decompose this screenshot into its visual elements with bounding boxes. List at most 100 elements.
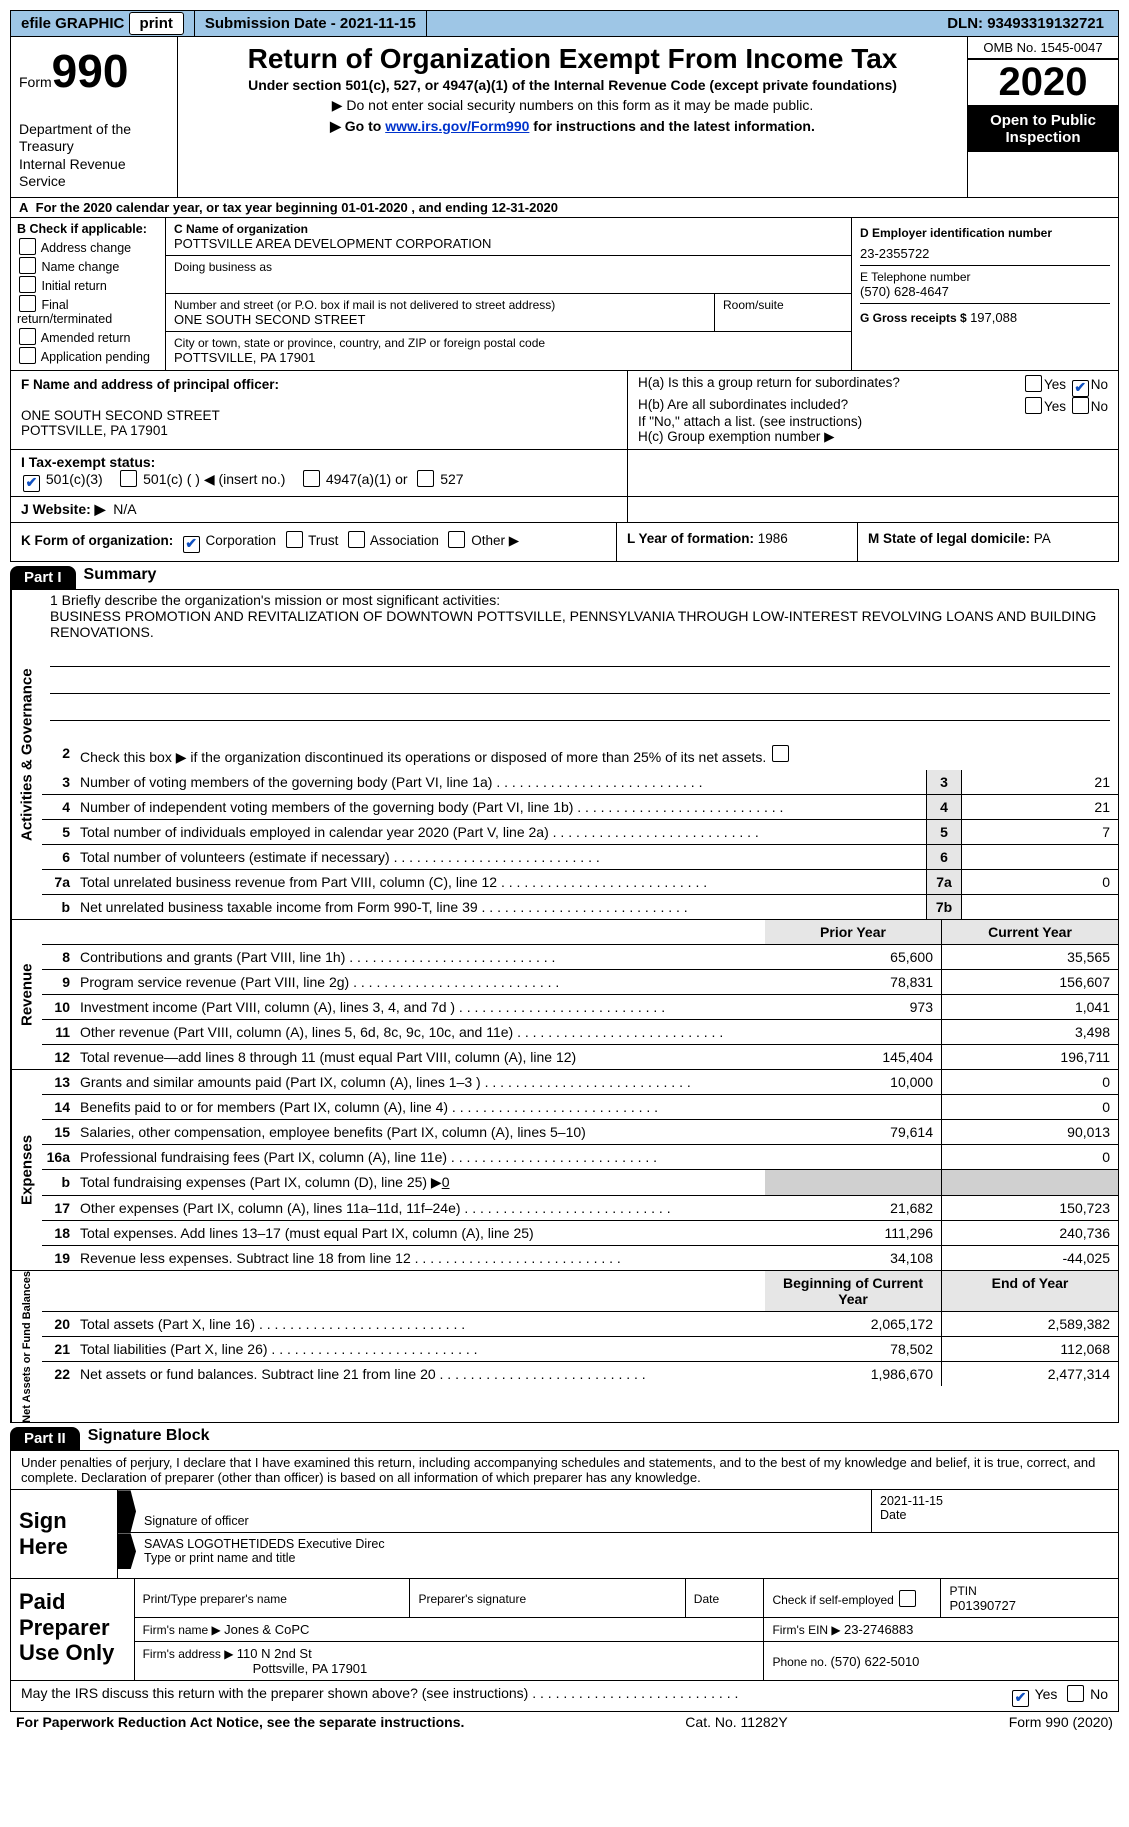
i-501c3[interactable] — [23, 475, 40, 492]
prep-sig-label: Preparer's signature — [418, 1592, 526, 1606]
hb-no[interactable] — [1072, 397, 1089, 414]
section-net-assets: Net Assets or Fund Balances Beginning of… — [10, 1271, 1119, 1424]
ptin-value: P01390727 — [949, 1598, 1016, 1613]
k-other[interactable] — [448, 531, 465, 548]
check-application-pending[interactable]: Application pending — [17, 347, 159, 364]
k-assoc[interactable] — [348, 531, 365, 548]
section-expenses: Expenses 13Grants and similar amounts pa… — [10, 1070, 1119, 1271]
check-final-return[interactable]: Final return/terminated — [17, 295, 159, 326]
section-governance: Activities & Governance 1 Briefly descri… — [10, 589, 1119, 920]
submission-date: Submission Date - 2021-11-15 — [195, 11, 427, 36]
part-2-header: Part IISignature Block — [10, 1427, 1119, 1450]
irs-label: Internal Revenue Service — [19, 156, 169, 191]
efile-label: efile GRAPHIC print — [11, 11, 195, 36]
sig-officer-label: Signature of officer — [144, 1514, 249, 1528]
line-16a: Professional fundraising fees (Part IX, … — [76, 1145, 765, 1169]
val-3: 21 — [962, 770, 1118, 794]
form-ref: Form 990 (2020) — [1009, 1714, 1113, 1730]
e-phone-label: E Telephone number — [860, 270, 1110, 284]
sig-date-label: Date — [880, 1508, 906, 1522]
vlabel-net-assets: Net Assets or Fund Balances — [11, 1271, 42, 1423]
c-name-label: C Name of organization — [174, 222, 843, 236]
i-527[interactable] — [417, 470, 434, 487]
may-no[interactable] — [1067, 1685, 1084, 1702]
line-7a: Total unrelated business revenue from Pa… — [76, 870, 926, 894]
check-initial-return[interactable]: Initial return — [17, 276, 159, 293]
state-domicile: PA — [1034, 531, 1051, 546]
h-b-label: H(b) Are all subordinates included? — [638, 397, 848, 414]
check-address-change[interactable]: Address change — [17, 238, 159, 255]
may-yes[interactable] — [1012, 1690, 1029, 1707]
line-17: Other expenses (Part IX, column (A), lin… — [76, 1196, 765, 1220]
i-501c[interactable] — [120, 470, 137, 487]
line-16b: Total fundraising expenses (Part IX, col… — [76, 1170, 765, 1195]
k-corp[interactable] — [183, 536, 200, 553]
omb-number: OMB No. 1545-0047 — [968, 37, 1118, 59]
d-ein-label: D Employer identification number — [860, 226, 1110, 240]
ha-no[interactable] — [1072, 380, 1089, 397]
line-7b: Net unrelated business taxable income fr… — [76, 895, 926, 919]
line-2: Check this box ▶ if the organization dis… — [76, 741, 1118, 770]
check-name-change[interactable]: Name change — [17, 257, 159, 274]
line-13: Grants and similar amounts paid (Part IX… — [76, 1070, 765, 1094]
firm-ein: 23-2746883 — [844, 1622, 913, 1637]
f-label: F Name and address of principal officer: — [21, 377, 617, 392]
sign-here-label: Sign Here — [11, 1490, 118, 1578]
row-i-tax-exempt: I Tax-exempt status: 501(c)(3) 501(c) ( … — [10, 450, 1119, 497]
paid-preparer-label: Paid Preparer Use Only — [11, 1579, 135, 1680]
irs-link[interactable]: www.irs.gov/Form990 — [385, 118, 529, 134]
section-revenue: Revenue Prior YearCurrent Year 8Contribu… — [10, 920, 1119, 1070]
firm-name: Jones & CoPC — [224, 1622, 309, 1637]
tax-year: 2020 — [968, 59, 1118, 106]
dln: DLN: 93493319132721 — [937, 11, 1118, 36]
line-6: Total number of volunteers (estimate if … — [76, 845, 926, 869]
vlabel-revenue: Revenue — [11, 920, 42, 1069]
col-boy: Beginning of Current Year — [765, 1271, 942, 1311]
line-21: Total liabilities (Part X, line 26) — [76, 1337, 765, 1361]
line-5: Total number of individuals employed in … — [76, 820, 926, 844]
line-14: Benefits paid to or for members (Part IX… — [76, 1095, 765, 1119]
val-7b — [962, 895, 1118, 919]
firm-phone: (570) 622-5010 — [831, 1654, 920, 1669]
h-c-label: H(c) Group exemption number ▶ — [638, 429, 1108, 445]
street-label: Number and street (or P.O. box if mail i… — [174, 298, 706, 312]
year-formation: 1986 — [758, 531, 788, 546]
ha-yes[interactable] — [1025, 375, 1042, 392]
line-10: Investment income (Part VIII, column (A)… — [76, 995, 765, 1019]
g-gross-label: G Gross receipts $ — [860, 311, 970, 325]
col-eoy: End of Year — [942, 1271, 1118, 1311]
row-j-website: J Website: ▶ N/A — [10, 497, 1119, 523]
paid-preparer-block: Paid Preparer Use Only Print/Type prepar… — [11, 1578, 1118, 1680]
prep-selfemp: Check if self-employed — [772, 1593, 918, 1607]
top-bar: efile GRAPHIC print Submission Date - 20… — [10, 10, 1119, 37]
form-subtitle-3: ▶ Go to www.irs.gov/Form990 for instruct… — [186, 118, 959, 135]
check-amended-return[interactable]: Amended return — [17, 328, 159, 345]
part-1-header: Part ISummary — [10, 566, 1119, 589]
val-6 — [962, 845, 1118, 869]
line-4: Number of independent voting members of … — [76, 795, 926, 819]
h-a-label: H(a) Is this a group return for subordin… — [638, 375, 900, 397]
ptin-label: PTIN — [949, 1584, 976, 1598]
val-5: 7 — [962, 820, 1118, 844]
phone-value: (570) 628-4647 — [860, 284, 1110, 299]
row-a-tax-year: A For the 2020 calendar year, or tax yea… — [10, 198, 1119, 218]
i-4947[interactable] — [303, 470, 320, 487]
sign-here-row: Sign Here Signature of officer 2021-11-1… — [11, 1489, 1118, 1578]
val-4: 21 — [962, 795, 1118, 819]
line-12: Total revenue—add lines 8 through 11 (mu… — [76, 1045, 765, 1069]
vlabel-governance: Activities & Governance — [11, 590, 42, 919]
declaration-text: Under penalties of perjury, I declare th… — [11, 1451, 1118, 1489]
k-trust[interactable] — [286, 531, 303, 548]
line2-check[interactable] — [772, 745, 789, 762]
line-3: Number of voting members of the governin… — [76, 770, 926, 794]
officer-addr-2: POTTSVILLE, PA 17901 — [21, 423, 617, 438]
line-9: Program service revenue (Part VIII, line… — [76, 970, 765, 994]
arrow-icon — [118, 1490, 136, 1532]
print-button[interactable]: print — [129, 12, 184, 35]
self-employed-check[interactable] — [899, 1590, 916, 1607]
hb-yes[interactable] — [1025, 397, 1042, 414]
type-name-label: Type or print name and title — [144, 1551, 295, 1565]
city-state-zip: POTTSVILLE, PA 17901 — [174, 350, 843, 365]
officer-addr-1: ONE SOUTH SECOND STREET — [21, 408, 617, 423]
street-address: ONE SOUTH SECOND STREET — [174, 312, 706, 327]
